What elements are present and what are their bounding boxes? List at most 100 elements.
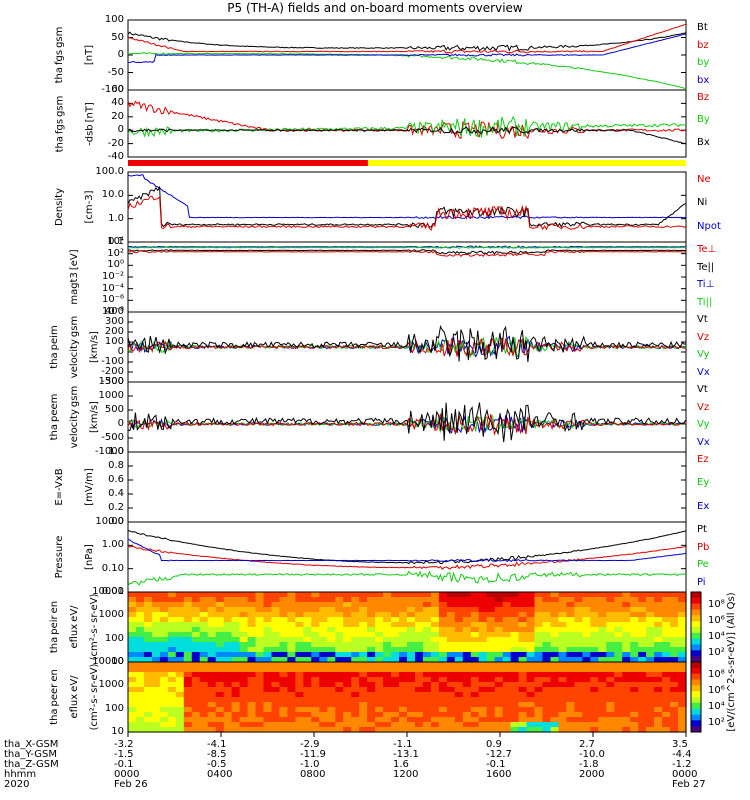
spectrogram-cell <box>136 657 145 663</box>
spectrogram-cell <box>678 662 687 668</box>
y-tick-label: -100 <box>101 356 124 367</box>
spectrogram-cell <box>335 707 344 713</box>
spectrogram-cell <box>167 592 177 598</box>
spectrogram-cell <box>638 682 647 688</box>
spectrogram-cell <box>143 687 153 693</box>
spectrogram-cell <box>662 607 671 613</box>
spectrogram-cell <box>367 602 376 608</box>
spectrogram-cell <box>422 592 432 598</box>
spectrogram-cell <box>199 652 209 658</box>
spectrogram-cell <box>239 697 249 703</box>
spectrogram-cell <box>151 727 161 733</box>
y-axis-label-part: eflux <box>69 623 80 649</box>
spectrogram-cell <box>367 667 376 673</box>
spectrogram-cell <box>606 647 615 653</box>
spectrogram-cell <box>566 632 575 638</box>
spectrogram-cell <box>670 722 679 728</box>
spectrogram-cell <box>239 682 249 688</box>
spectrogram-cell <box>678 652 687 658</box>
spectrogram-cell <box>662 662 671 668</box>
spectrogram-cell <box>279 657 289 663</box>
colorbar-swatch <box>691 679 701 686</box>
spectrogram-cell <box>239 692 249 698</box>
spectrogram-cell <box>574 692 583 698</box>
spectrogram-cell <box>231 652 241 658</box>
spectrogram-cell <box>303 652 312 658</box>
spectrogram-cell <box>526 697 536 703</box>
spectrogram-cell <box>662 632 671 638</box>
spectrogram-cell <box>566 637 575 643</box>
x-row-value: -3.2 <box>114 739 134 750</box>
spectrogram-cell <box>159 727 169 733</box>
spectrogram-cell <box>486 632 496 638</box>
spectrogram-cell <box>351 647 360 653</box>
spectrogram-cell <box>654 672 663 678</box>
spectrogram-cell <box>351 662 360 668</box>
spectrogram-cell <box>335 617 344 623</box>
spectrogram-cell <box>415 682 424 688</box>
spectrogram-cell <box>454 667 464 673</box>
spectrogram-cell <box>279 707 289 713</box>
colorbar-swatch <box>691 621 701 628</box>
series-Pe <box>127 570 687 587</box>
spectrogram-cell <box>486 677 496 683</box>
spectrogram-cell <box>558 632 568 638</box>
spectrogram-cell <box>526 602 536 608</box>
legend-entry: Pi <box>697 576 706 588</box>
spectrogram-cell <box>167 602 177 608</box>
spectrogram-cell <box>151 717 161 723</box>
spectrogram-cell <box>558 612 568 618</box>
spectrogram-cell <box>367 672 376 678</box>
spectrogram-cell <box>367 697 376 703</box>
spectrogram-cell <box>454 647 464 653</box>
y-axis-label-part: peir <box>49 615 60 635</box>
spectrogram-cell <box>510 617 520 623</box>
spectrogram-cell <box>343 712 352 718</box>
spectrogram-cell <box>167 662 177 668</box>
y-axis-label-part: (cm²-s- <box>89 694 100 731</box>
spectrogram-cell <box>359 727 368 733</box>
spectrogram-cell <box>159 617 169 623</box>
spectrogram-cell <box>534 637 544 643</box>
spectrogram-cell <box>590 597 599 603</box>
spectrogram-cell <box>518 632 528 638</box>
spectrogram-cell <box>183 657 193 663</box>
spectrogram-cell <box>422 637 432 643</box>
spectrogram-cell <box>247 727 257 733</box>
spectrogram-cell <box>136 707 145 713</box>
spectrogram-cell <box>470 607 480 613</box>
spectrogram-cell <box>598 592 607 598</box>
legend-entry: Vt <box>697 384 708 395</box>
spectrogram-cell <box>136 682 145 688</box>
spectrogram-cell <box>494 612 504 618</box>
spectrogram-cell <box>391 687 400 693</box>
spectrogram-cell <box>279 592 289 598</box>
spectrogram-cell <box>159 667 169 673</box>
colorbar-tick: 10⁶ <box>708 615 725 626</box>
spectrogram-cell <box>151 697 161 703</box>
spectrogram-cell <box>518 702 528 708</box>
spectrogram-cell <box>662 702 671 708</box>
spectrogram-cell <box>279 662 289 668</box>
spectrogram-cell <box>319 662 328 668</box>
spectrogram-cell <box>438 707 448 713</box>
spectrogram-cell <box>136 602 145 608</box>
spectrogram-cell <box>670 647 679 653</box>
spectrogram-cell <box>303 697 312 703</box>
x-row-label: tha_X-GSM <box>4 739 59 750</box>
spectrogram-cell <box>215 692 225 698</box>
spectrogram-cell <box>399 697 408 703</box>
spectrogram-cell <box>399 702 408 708</box>
spectrogram-cell <box>542 687 552 693</box>
spectrogram-cell <box>606 677 615 683</box>
spectrogram-cell <box>215 602 225 608</box>
y-axis-label-part: peem <box>49 393 60 423</box>
spectrogram-cell <box>454 657 464 663</box>
spectrogram-cell <box>231 702 241 708</box>
spectrogram-cell <box>526 662 536 668</box>
y-tick-label: 0.1 <box>108 236 124 247</box>
spectrogram-cell <box>191 702 201 708</box>
spectrogram-cell <box>510 717 520 723</box>
spectrogram-cell <box>375 687 384 693</box>
y-axis-label-part: tha <box>49 424 60 441</box>
